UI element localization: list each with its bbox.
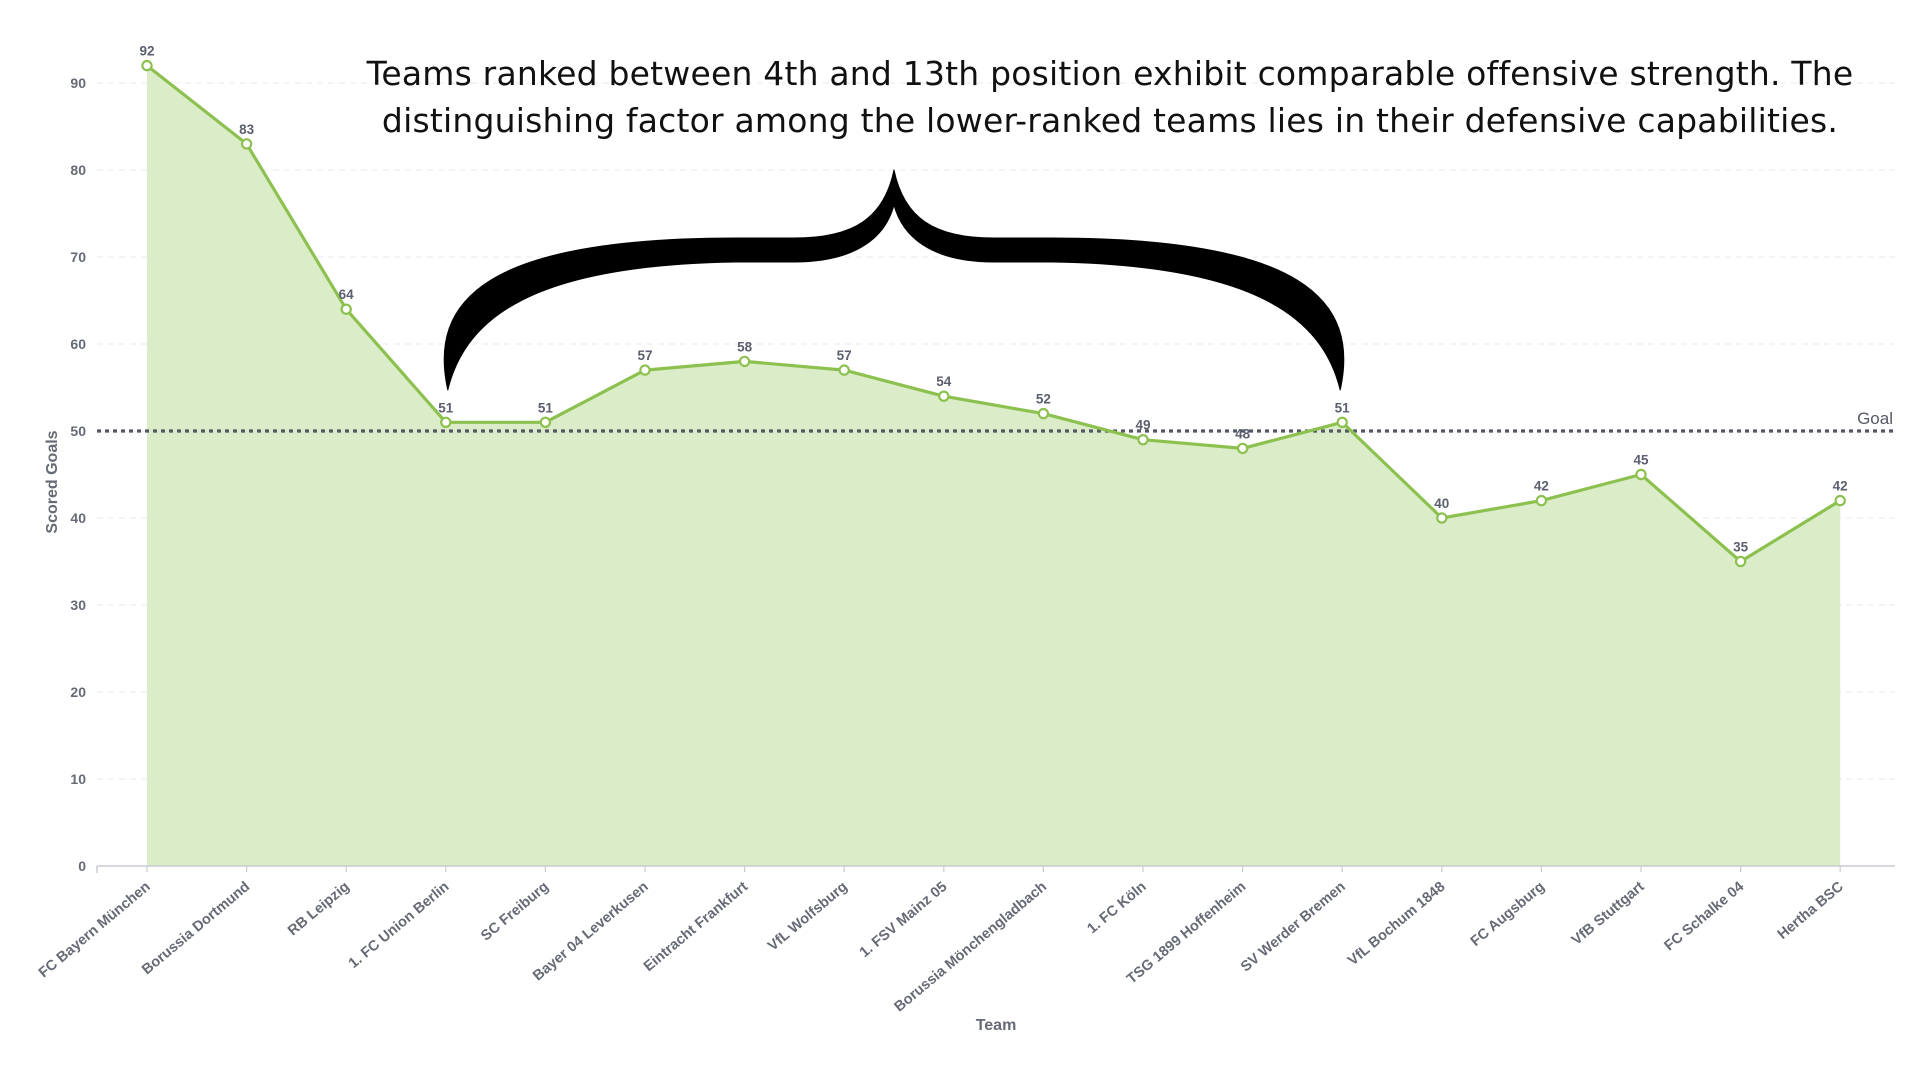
x-tick-label: Eintracht Frankfurt: [641, 879, 751, 975]
data-point: [539, 416, 552, 428]
y-tick-label: 10: [70, 771, 86, 787]
data-label: 45: [1633, 453, 1649, 468]
series-line: [145, 63, 1842, 564]
x-tick-label: VfL Wolfsburg: [765, 879, 851, 955]
data-label: 64: [339, 287, 355, 302]
data-point: [340, 303, 352, 315]
data-label: 42: [1833, 479, 1848, 494]
y-tick-label: 80: [70, 162, 86, 178]
x-tick-label: Bayer 04 Leverkusen: [530, 879, 651, 985]
y-tick-label: 30: [70, 597, 86, 613]
annotation-text: Teams ranked between 4th and 13th positi…: [330, 50, 1890, 144]
annotation-line-2: distinguishing factor among the lower-ra…: [381, 101, 1839, 140]
y-tick-label: 70: [70, 249, 86, 265]
data-point: [240, 138, 253, 150]
data-point: [738, 355, 751, 368]
data-labels: 92 83 64 51 51 57 58 57 54 52 49 48 51 40 42 45 35 42: [139, 44, 1847, 555]
x-tick-label: SV Werder Bremen: [1238, 879, 1349, 976]
data-label: 54: [936, 374, 952, 389]
data-label: 57: [837, 348, 852, 363]
y-tick-label: 0: [78, 858, 86, 874]
data-label: 57: [637, 348, 652, 363]
series-area: [147, 65, 1841, 867]
data-label: 51: [1335, 400, 1351, 415]
annotation-line-1: Teams ranked between 4th and 13th positi…: [366, 54, 1854, 93]
data-point: [1834, 494, 1846, 507]
data-point: [440, 416, 452, 428]
y-axis-title: Scored Goals: [44, 430, 61, 533]
annotation-brace-layer: [443, 169, 1345, 391]
data-label: 83: [239, 122, 255, 137]
goal-reference-layer: Goal: [97, 409, 1895, 433]
data-label: 49: [1135, 418, 1150, 433]
data-point: [1635, 468, 1647, 481]
data-point: [1236, 442, 1249, 455]
data-label: 52: [1036, 392, 1051, 407]
x-tick-label: Hertha BSC: [1775, 878, 1847, 942]
y-tick-label: 50: [70, 423, 86, 439]
data-point: [1137, 434, 1149, 446]
data-point: [1535, 494, 1548, 507]
x-tick-label: FC Schalke 04: [1662, 879, 1748, 954]
data-point: [1734, 555, 1747, 568]
data-label: 40: [1434, 496, 1449, 511]
data-label: 92: [139, 44, 154, 59]
x-tick-label: VfL Bochum 1848: [1345, 879, 1448, 969]
data-point: [639, 364, 651, 376]
y-tick-label: 20: [70, 684, 86, 700]
x-tick-label: FC Bayern München: [36, 879, 154, 981]
data-label: 42: [1534, 479, 1549, 494]
x-tick-label: 1. FC Union Berlin: [346, 879, 453, 972]
data-label: 58: [737, 339, 753, 354]
data-point: [1436, 512, 1448, 524]
area-fill-layer: [147, 65, 1841, 867]
goal-reference-label: Goal: [1857, 409, 1893, 428]
x-tick-label: FC Augsburg: [1468, 879, 1548, 950]
data-label: 48: [1235, 426, 1251, 441]
x-tick-label: SC Freiburg: [478, 879, 552, 945]
data-point: [141, 59, 153, 72]
data-point: [1336, 416, 1348, 428]
data-point: [938, 390, 950, 402]
data-point: [1037, 407, 1050, 420]
data-label: 35: [1733, 540, 1749, 555]
x-tick-label: RB Leipzig: [285, 879, 353, 939]
y-tick-label: 90: [70, 75, 86, 91]
data-points: [141, 59, 1846, 568]
annotation-brace: [443, 169, 1345, 391]
x-tick-label: 1. FC Köln: [1084, 879, 1149, 937]
series-line-layer: [145, 63, 1842, 564]
data-point: [838, 364, 850, 376]
x-tick-label: Borussia Dortmund: [139, 879, 253, 978]
x-tick-label: VfB Stuttgart: [1569, 879, 1648, 949]
data-label: 51: [538, 400, 554, 415]
y-tick-label: 40: [70, 510, 86, 526]
x-axis-title: Team: [976, 1017, 1017, 1034]
data-label: 51: [438, 400, 454, 415]
y-tick-label: 60: [70, 336, 86, 352]
x-tick-label: 1. FSV Mainz 05: [857, 879, 951, 961]
